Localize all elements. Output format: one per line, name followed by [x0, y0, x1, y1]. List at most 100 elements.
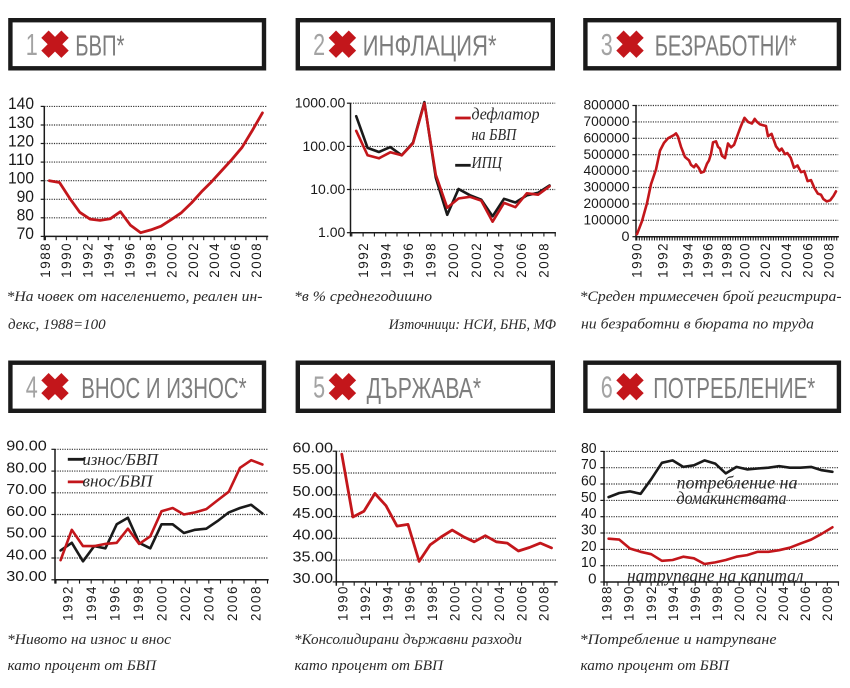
svg-text:2004: 2004	[207, 242, 222, 278]
svg-text:1994: 1994	[681, 242, 696, 278]
svg-text:1998: 1998	[144, 242, 159, 278]
svg-text:*Среден тримесечен брой регист: *Среден тримесечен брой регистрира-	[580, 289, 842, 305]
svg-text:Източници: НСИ, БНБ, МФ: Източници: НСИ, БНБ, МФ	[388, 317, 556, 333]
svg-text:70.00: 70.00	[6, 481, 47, 498]
svg-text:2006: 2006	[514, 585, 529, 621]
svg-text:БВП*: БВП*	[75, 30, 124, 62]
svg-text:2000: 2000	[732, 585, 747, 621]
svg-text:2002: 2002	[178, 585, 193, 621]
svg-text:2006: 2006	[228, 242, 243, 278]
svg-text:1992: 1992	[80, 242, 95, 278]
svg-text:100000: 100000	[584, 211, 630, 227]
svg-text:3: 3	[601, 28, 613, 62]
svg-text:2006: 2006	[798, 585, 813, 621]
svg-text:40.00: 40.00	[6, 546, 47, 563]
svg-text:5: 5	[313, 371, 325, 405]
svg-text:400000: 400000	[584, 162, 630, 178]
svg-text:БЕЗРАБОТНИ*: БЕЗРАБОТНИ*	[655, 30, 797, 62]
svg-text:50.00: 50.00	[6, 525, 47, 542]
svg-text:30: 30	[581, 523, 597, 539]
svg-text:1994: 1994	[378, 242, 393, 278]
svg-text:*в % среднегодишно: *в % среднегодишно	[294, 289, 433, 305]
svg-text:2004: 2004	[776, 585, 791, 621]
svg-text:4: 4	[26, 371, 38, 405]
svg-text:2004: 2004	[201, 585, 216, 621]
svg-text:ВНОС И ИЗНОС*: ВНОС И ИЗНОС*	[81, 372, 246, 404]
svg-text:ИПЦ: ИПЦ	[471, 153, 503, 172]
svg-text:*На човек от населението, реа: *На човек от населението, реален ин-	[7, 289, 263, 305]
svg-text:1992: 1992	[644, 585, 659, 621]
svg-text:1998: 1998	[710, 585, 725, 621]
svg-text:35.00: 35.00	[293, 548, 334, 565]
svg-text:1994: 1994	[84, 585, 99, 621]
svg-text:110: 110	[8, 151, 34, 169]
svg-text:внос/БВП: внос/БВП	[83, 472, 154, 491]
svg-text:1990: 1990	[59, 242, 74, 278]
svg-text:*Консолидирани държавни разход: *Консолидирани държавни разходи	[294, 632, 522, 648]
svg-text:1992: 1992	[656, 242, 671, 278]
svg-text:1994: 1994	[101, 242, 116, 278]
svg-text:90: 90	[17, 188, 34, 206]
svg-text:60: 60	[581, 474, 597, 490]
svg-text:80: 80	[581, 441, 597, 457]
svg-text:1988: 1988	[38, 242, 53, 278]
svg-text:домакинствата: домакинствата	[677, 488, 787, 508]
svg-text:ИНФЛАЦИЯ*: ИНФЛАЦИЯ*	[363, 30, 497, 62]
svg-text:90.00: 90.00	[6, 438, 47, 455]
svg-text:2000: 2000	[154, 585, 169, 621]
svg-text:износ/БВП: износ/БВП	[83, 450, 160, 469]
svg-text:20: 20	[581, 539, 597, 555]
svg-text:120: 120	[8, 132, 34, 150]
svg-text:1996: 1996	[688, 585, 703, 621]
svg-text:2008: 2008	[248, 585, 263, 621]
svg-text:10: 10	[581, 555, 597, 571]
svg-text:2000: 2000	[447, 585, 462, 621]
svg-text:2002: 2002	[470, 585, 485, 621]
svg-text:1996: 1996	[123, 242, 138, 278]
svg-text:1.00: 1.00	[318, 224, 345, 240]
svg-text:2004: 2004	[779, 242, 794, 278]
svg-text:6: 6	[601, 371, 613, 405]
svg-text:2008: 2008	[820, 585, 835, 621]
svg-text:2008: 2008	[249, 242, 264, 278]
svg-text:1996: 1996	[401, 242, 416, 278]
svg-text:1998: 1998	[424, 242, 439, 278]
svg-text:1996: 1996	[108, 585, 123, 621]
svg-text:1990: 1990	[336, 585, 351, 621]
svg-text:50.00: 50.00	[293, 483, 334, 500]
svg-text:като процент от БВП: като процент от БВП	[581, 658, 731, 674]
svg-text:70: 70	[581, 457, 597, 473]
svg-text:1992: 1992	[356, 242, 371, 278]
svg-text:1: 1	[26, 28, 38, 62]
svg-text:като процент от БВП: като процент от БВП	[295, 658, 445, 674]
svg-text:2006: 2006	[800, 242, 815, 278]
svg-text:2000: 2000	[738, 242, 753, 278]
svg-text:*Потребление и натрупване: *Потребление и натрупване	[580, 632, 777, 648]
svg-text:140: 140	[8, 95, 34, 113]
svg-text:*Нивото на износ и внос: *Нивото на износ и внос	[7, 632, 171, 648]
svg-text:0: 0	[622, 228, 630, 244]
svg-text:ни безработни в бюрата по труд: ни безработни в бюрата по труда	[581, 317, 814, 333]
svg-text:30.00: 30.00	[293, 570, 334, 587]
svg-text:1994: 1994	[380, 585, 395, 621]
svg-text:60.00: 60.00	[6, 503, 47, 520]
svg-text:2000: 2000	[446, 242, 461, 278]
svg-text:130: 130	[8, 114, 34, 132]
svg-text:2004: 2004	[492, 585, 507, 621]
svg-text:60.00: 60.00	[293, 439, 334, 456]
svg-text:200000: 200000	[584, 195, 630, 211]
svg-text:40: 40	[581, 506, 597, 522]
svg-text:1998: 1998	[720, 242, 735, 278]
svg-text:2000: 2000	[165, 242, 180, 278]
svg-text:30.00: 30.00	[6, 568, 47, 585]
svg-text:100.00: 100.00	[302, 138, 345, 154]
svg-text:1994: 1994	[666, 585, 681, 621]
svg-text:70: 70	[17, 225, 34, 243]
svg-text:2008: 2008	[537, 585, 552, 621]
svg-text:700000: 700000	[584, 113, 630, 129]
svg-text:500000: 500000	[584, 146, 630, 162]
svg-text:2006: 2006	[225, 585, 240, 621]
svg-text:като процент от БВП: като процент от БВП	[8, 658, 158, 674]
svg-text:1998: 1998	[425, 585, 440, 621]
svg-text:50: 50	[581, 490, 597, 506]
